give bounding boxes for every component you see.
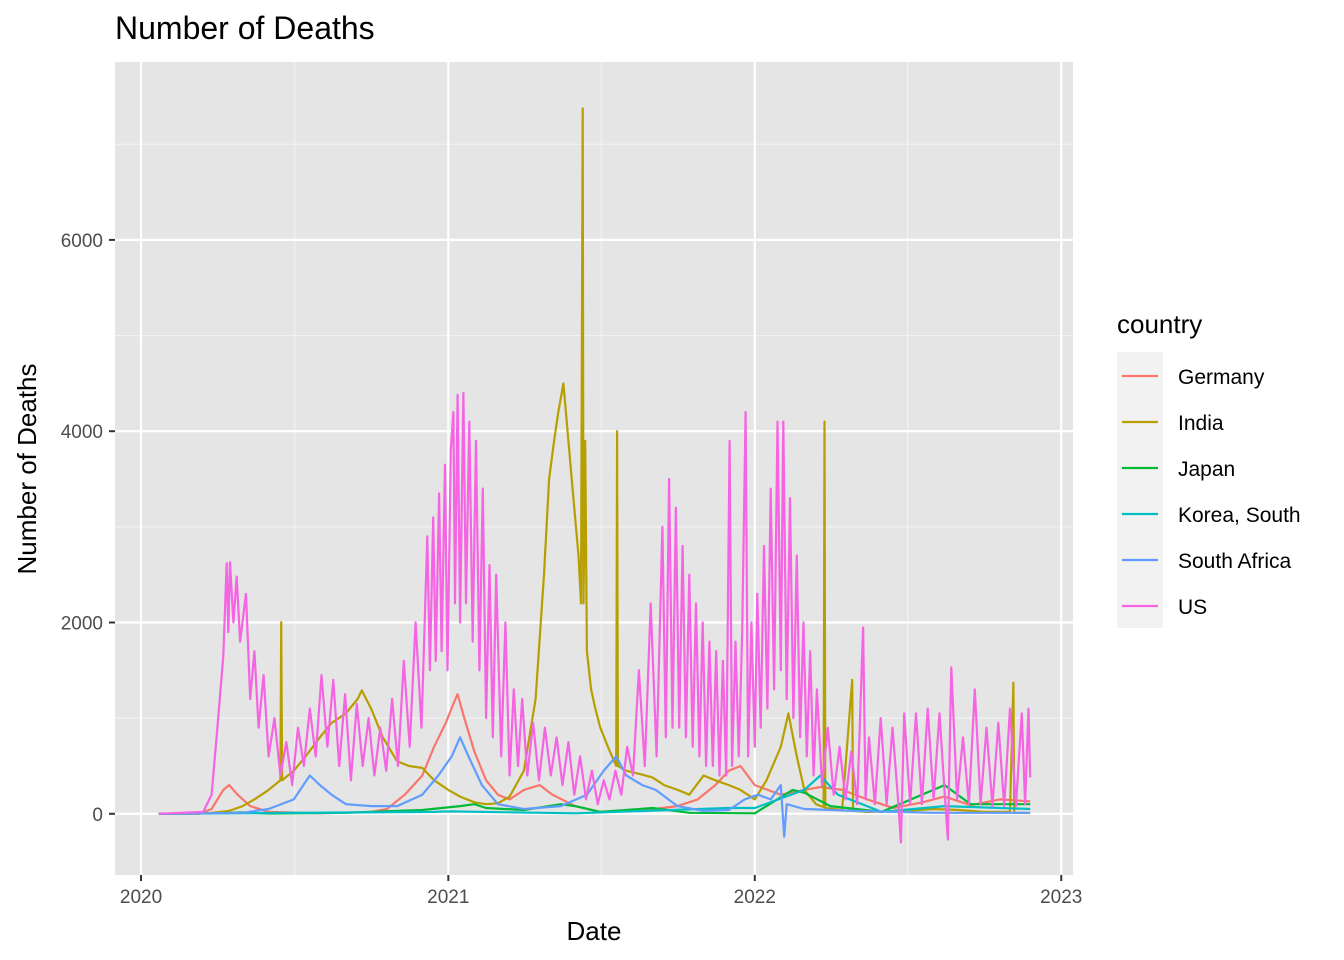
legend-label: Japan — [1178, 458, 1235, 481]
series-layer — [158, 107, 1032, 844]
y-axis-title: Number of Deaths — [12, 364, 42, 575]
legend-label: India — [1178, 412, 1224, 435]
series-line-south-africa — [158, 736, 1031, 838]
y-axis: 0 2000 4000 6000 — [61, 231, 115, 826]
series-line-india — [158, 107, 1031, 815]
x-axis-title: Date — [567, 916, 622, 946]
legend-label: Korea, South — [1178, 504, 1301, 527]
legend-label: South Africa — [1178, 550, 1292, 573]
x-tick-label: 2022 — [734, 887, 776, 908]
x-tick-label: 2020 — [120, 887, 162, 908]
series-line-us — [158, 391, 1032, 844]
grid-minor — [115, 62, 1073, 875]
y-tick-label: 4000 — [61, 422, 103, 443]
legend-title: country — [1117, 309, 1202, 339]
y-tick-label: 6000 — [61, 231, 103, 252]
chart-title: Number of Deaths — [115, 10, 375, 46]
y-tick-label: 2000 — [61, 613, 103, 634]
legend-key-background — [1117, 352, 1163, 628]
x-tick-label: 2021 — [427, 887, 469, 908]
legend-label: Germany — [1178, 366, 1265, 389]
y-tick-label: 0 — [92, 805, 103, 826]
legend: country Germany India Japan Korea, South Sou… — [1117, 309, 1301, 628]
plot-panel — [115, 62, 1073, 875]
legend-label: US — [1178, 596, 1207, 619]
x-axis: 2020 2021 2022 2023 — [120, 875, 1082, 908]
x-tick-label: 2023 — [1040, 887, 1082, 908]
